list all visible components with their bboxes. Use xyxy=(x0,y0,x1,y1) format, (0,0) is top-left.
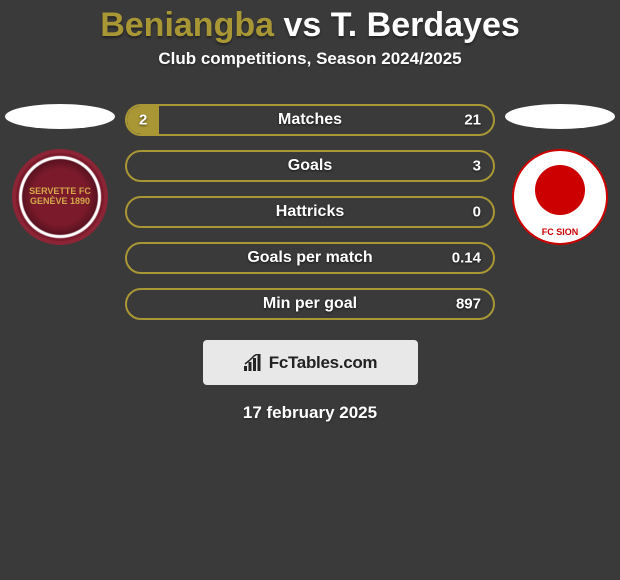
stat-gpm-label: Goals per match xyxy=(247,249,372,267)
chart-icon xyxy=(243,354,263,372)
player2-name: T. Berdayes xyxy=(331,6,520,44)
content-row: SERVETTE FC GENÈVE 1890 2 Matches 21 Goa… xyxy=(0,99,620,320)
stat-gpm: Goals per match 0.14 xyxy=(125,242,495,274)
subtitle: Club competitions, Season 2024/2025 xyxy=(0,49,620,99)
player2-silhouette xyxy=(505,104,615,129)
stat-matches: 2 Matches 21 xyxy=(125,104,495,136)
comparison-widget: Beniangba vs T. Berdayes Club competitio… xyxy=(0,0,620,423)
player1-name: Beniangba xyxy=(100,6,274,44)
club-logo-servette: SERVETTE FC GENÈVE 1890 xyxy=(12,149,108,245)
stats-column: 2 Matches 21 Goals 3 Hattricks 0 Goals p… xyxy=(120,99,500,320)
stat-matches-label: Matches xyxy=(278,111,342,129)
vs-text: vs xyxy=(283,6,321,44)
stat-goals-right: 3 xyxy=(473,158,481,175)
left-player-column: SERVETTE FC GENÈVE 1890 xyxy=(0,99,120,245)
stat-gpm-right: 0.14 xyxy=(452,250,481,267)
stat-mpg-right: 897 xyxy=(456,296,481,313)
footer-logo-text: FcTables.com xyxy=(269,353,378,373)
club-logo-sion xyxy=(512,149,608,245)
right-player-column xyxy=(500,99,620,245)
stat-hattricks-label: Hattricks xyxy=(276,203,344,221)
stat-matches-right: 21 xyxy=(464,112,481,129)
stat-goals-label: Goals xyxy=(288,157,332,175)
player1-silhouette xyxy=(5,104,115,129)
stat-hattricks: Hattricks 0 xyxy=(125,196,495,228)
footer-logo[interactable]: FcTables.com xyxy=(203,340,418,385)
stat-matches-left: 2 xyxy=(139,112,147,129)
stat-mpg-label: Min per goal xyxy=(263,295,357,313)
stat-goals: Goals 3 xyxy=(125,150,495,182)
stat-mpg: Min per goal 897 xyxy=(125,288,495,320)
stat-hattricks-right: 0 xyxy=(473,204,481,221)
footer-date: 17 february 2025 xyxy=(0,403,620,423)
page-title: Beniangba vs T. Berdayes xyxy=(0,0,620,49)
